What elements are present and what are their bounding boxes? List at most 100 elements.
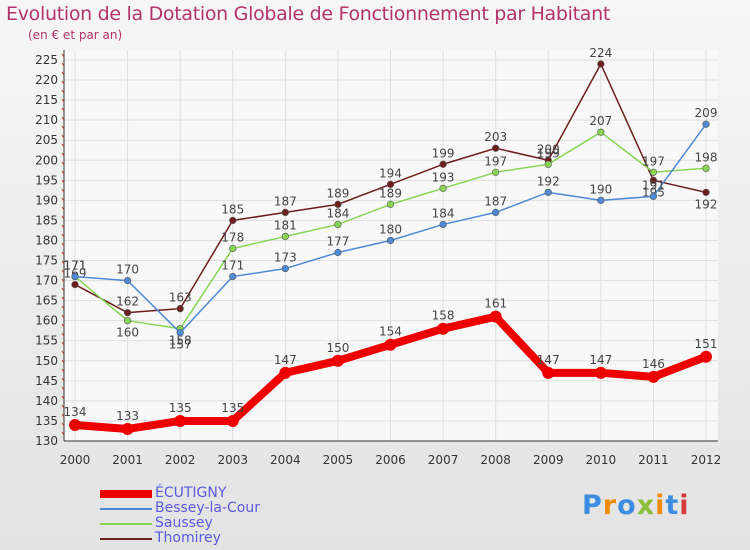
x-tick-label: 2001 bbox=[112, 453, 143, 467]
data-label-3: 194 bbox=[379, 166, 402, 180]
data-label-1: 192 bbox=[537, 174, 560, 188]
data-point-3 bbox=[492, 144, 500, 152]
y-axis-mark bbox=[61, 368, 65, 373]
data-label-3: 163 bbox=[169, 291, 192, 305]
data-label-1: 191 bbox=[642, 178, 665, 192]
data-point-0 bbox=[174, 414, 187, 427]
data-point-3 bbox=[386, 180, 395, 188]
y-axis-mark bbox=[61, 134, 65, 139]
y-tick-label: 190 bbox=[35, 193, 58, 207]
y-axis-mark bbox=[61, 386, 65, 391]
data-point-3 bbox=[649, 176, 658, 184]
y-tick-label: 210 bbox=[35, 113, 58, 127]
y-axis-mark bbox=[61, 233, 65, 238]
data-label-0: 134 bbox=[64, 405, 87, 419]
data-label-0: 151 bbox=[695, 337, 718, 351]
data-label-0: 135 bbox=[221, 401, 244, 415]
data-label-2: 207 bbox=[589, 114, 612, 128]
y-axis-mark bbox=[61, 287, 65, 292]
data-label-2: 193 bbox=[432, 170, 455, 184]
y-tick-label: 175 bbox=[35, 254, 58, 268]
y-axis-mark bbox=[61, 422, 65, 427]
logo-letter: x bbox=[636, 490, 656, 521]
y-axis-mark bbox=[61, 332, 65, 337]
y-tick-label: 195 bbox=[35, 173, 58, 187]
data-label-3: 192 bbox=[695, 197, 718, 211]
data-point-1 bbox=[71, 272, 79, 281]
y-axis-mark bbox=[61, 359, 65, 364]
data-point-1 bbox=[597, 196, 605, 204]
y-tick-label: 220 bbox=[35, 73, 58, 87]
logo-letter: r bbox=[602, 490, 618, 521]
y-axis-mark bbox=[61, 53, 65, 58]
y-axis-mark bbox=[61, 260, 65, 265]
y-axis-mark bbox=[61, 215, 65, 220]
data-label-1: 180 bbox=[379, 222, 402, 236]
y-tick-label: 205 bbox=[35, 133, 58, 147]
x-tick-label: 2008 bbox=[480, 453, 511, 467]
data-label-1: 157 bbox=[169, 338, 192, 352]
data-point-3 bbox=[597, 60, 605, 68]
data-label-2: 160 bbox=[116, 326, 139, 340]
legend-swatch-bessey bbox=[100, 508, 152, 510]
data-label-2: 189 bbox=[379, 186, 402, 200]
y-axis-mark bbox=[61, 98, 65, 103]
data-label-2: 198 bbox=[695, 150, 718, 164]
y-axis-mark bbox=[61, 80, 65, 85]
data-point-1 bbox=[544, 188, 552, 196]
x-tick-label: 2002 bbox=[165, 453, 196, 467]
y-axis-mark bbox=[61, 71, 65, 76]
data-point-0 bbox=[279, 366, 292, 379]
data-label-3: 203 bbox=[484, 130, 507, 144]
y-axis-mark bbox=[61, 161, 65, 166]
data-label-0: 150 bbox=[326, 341, 349, 355]
x-tick-label: 2004 bbox=[270, 453, 301, 467]
data-point-0 bbox=[331, 354, 344, 367]
data-label-2: 197 bbox=[484, 154, 507, 168]
y-axis-mark bbox=[61, 413, 65, 418]
y-tick-label: 165 bbox=[35, 294, 58, 308]
y-axis-mark bbox=[61, 125, 65, 130]
legend-swatch-ecutigny bbox=[100, 490, 152, 498]
data-point-0 bbox=[384, 338, 397, 351]
x-tick-label: 2003 bbox=[217, 453, 248, 467]
legend-label-thomirey: Thomirey bbox=[155, 530, 221, 546]
data-point-0 bbox=[700, 350, 712, 363]
data-label-0: 161 bbox=[484, 297, 507, 311]
x-tick-label: 2009 bbox=[533, 453, 564, 467]
data-label-3: 200 bbox=[537, 142, 560, 156]
y-tick-label: 150 bbox=[35, 354, 58, 368]
data-label-0: 158 bbox=[432, 309, 455, 323]
data-point-0 bbox=[594, 366, 607, 379]
data-point-2 bbox=[334, 220, 342, 229]
y-tick-label: 155 bbox=[35, 334, 58, 348]
y-axis-mark bbox=[61, 377, 65, 382]
data-point-1 bbox=[176, 329, 184, 337]
y-axis-mark bbox=[61, 206, 65, 211]
y-axis-mark bbox=[61, 188, 65, 193]
y-tick-label: 145 bbox=[35, 374, 58, 388]
data-point-1 bbox=[386, 236, 395, 245]
data-label-0: 135 bbox=[169, 401, 192, 415]
x-tick-label: 2000 bbox=[60, 453, 91, 467]
legend-swatch-saussey bbox=[100, 523, 152, 525]
legend-label-saussey: Saussey bbox=[155, 515, 213, 531]
data-label-3: 199 bbox=[432, 146, 455, 160]
logo-letter: P bbox=[582, 490, 603, 521]
data-point-0 bbox=[542, 366, 555, 379]
data-label-1: 170 bbox=[116, 263, 139, 277]
data-point-0 bbox=[69, 418, 81, 431]
data-label-3: 224 bbox=[589, 46, 612, 60]
data-label-1: 171 bbox=[64, 259, 87, 273]
data-point-3 bbox=[71, 280, 79, 289]
data-label-1: 177 bbox=[326, 235, 349, 249]
data-point-1 bbox=[702, 120, 710, 128]
y-axis-mark bbox=[61, 305, 65, 310]
data-label-3: 187 bbox=[274, 194, 297, 208]
data-point-2 bbox=[123, 317, 132, 325]
legend-swatch-thomirey bbox=[100, 538, 152, 540]
y-axis-mark bbox=[61, 107, 65, 112]
y-axis-mark bbox=[61, 242, 65, 247]
